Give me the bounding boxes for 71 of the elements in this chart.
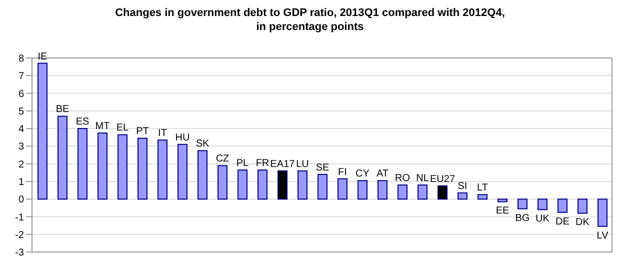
x-tick-label: IT [158,128,167,140]
x-tick-label: LT [477,182,488,194]
x-tick-label: FR [256,158,270,169]
x-tick-label: EE [496,206,510,217]
bar [418,184,428,200]
x-tick-label: IE [38,51,48,62]
x-tick-label: EA17 [270,158,296,170]
x-tick-label: DK [576,217,590,228]
bar [38,62,48,200]
bar [118,134,128,200]
y-tick-label: 8 [18,54,24,65]
bar [378,180,388,200]
x-tick-label: SI [458,180,468,192]
y-tick-label: 0 [18,194,24,206]
x-tick-label: HU [175,132,190,144]
x-tick-label: LU [296,158,309,170]
bar [558,198,568,213]
bar [278,170,288,200]
y-tick-label: -3 [15,248,24,259]
y-tick-label: -1 [15,212,24,224]
bar [318,174,328,200]
y-tick-label: 7 [18,71,24,82]
x-tick-label: RO [395,172,410,184]
bar [218,165,228,200]
x-tick-label: UK [536,214,550,225]
x-tick-label: PT [136,126,149,138]
bar [478,194,488,200]
y-tick-label: 1 [18,177,24,188]
x-tick-label: EL [116,122,130,134]
x-tick-label: CZ [216,154,230,165]
bar [518,198,528,210]
bar [498,198,508,202]
x-tick-label: BG [515,212,530,224]
bar [198,150,208,200]
x-tick-label: BE [56,104,70,116]
x-tick-label: FI [338,166,347,178]
x-tick-label: MT [95,120,110,132]
bar [458,192,468,200]
x-tick-label: NL [416,172,430,184]
bar [58,116,68,200]
bar [158,140,168,200]
x-tick-label: LV [596,230,609,242]
bar [258,169,268,200]
bar [438,185,448,200]
x-tick-label: DE [556,216,570,228]
x-tick-label: SK [196,138,210,150]
bar [98,132,108,200]
bar [578,198,588,214]
bar [538,198,548,210]
y-tick-label: 5 [18,106,24,118]
chart-title: Changes in government debt to GDP ratio, 2013Q1 compared with 2012Q4, in percentage points [114,6,506,34]
y-tick-label: 6 [18,88,24,100]
y-tick-label: 2 [18,159,24,170]
x-tick-label: AT [376,168,389,180]
x-tick-label: SE [316,162,330,174]
x-tick-label: PL [236,158,250,169]
y-tick-label: -2 [15,230,24,241]
bar [138,138,148,200]
x-tick-label: ES [76,116,90,128]
bar [338,178,348,200]
bar [598,198,608,227]
bar [398,184,408,200]
x-tick-label: CY [356,168,370,180]
x-tick-label: EU27 [430,174,456,185]
bar [178,144,188,200]
bar [298,170,308,200]
bar [78,128,88,200]
bar [358,180,368,200]
y-tick-label: 4 [18,124,24,136]
y-tick-label: 3 [18,142,24,153]
bar [238,169,248,200]
